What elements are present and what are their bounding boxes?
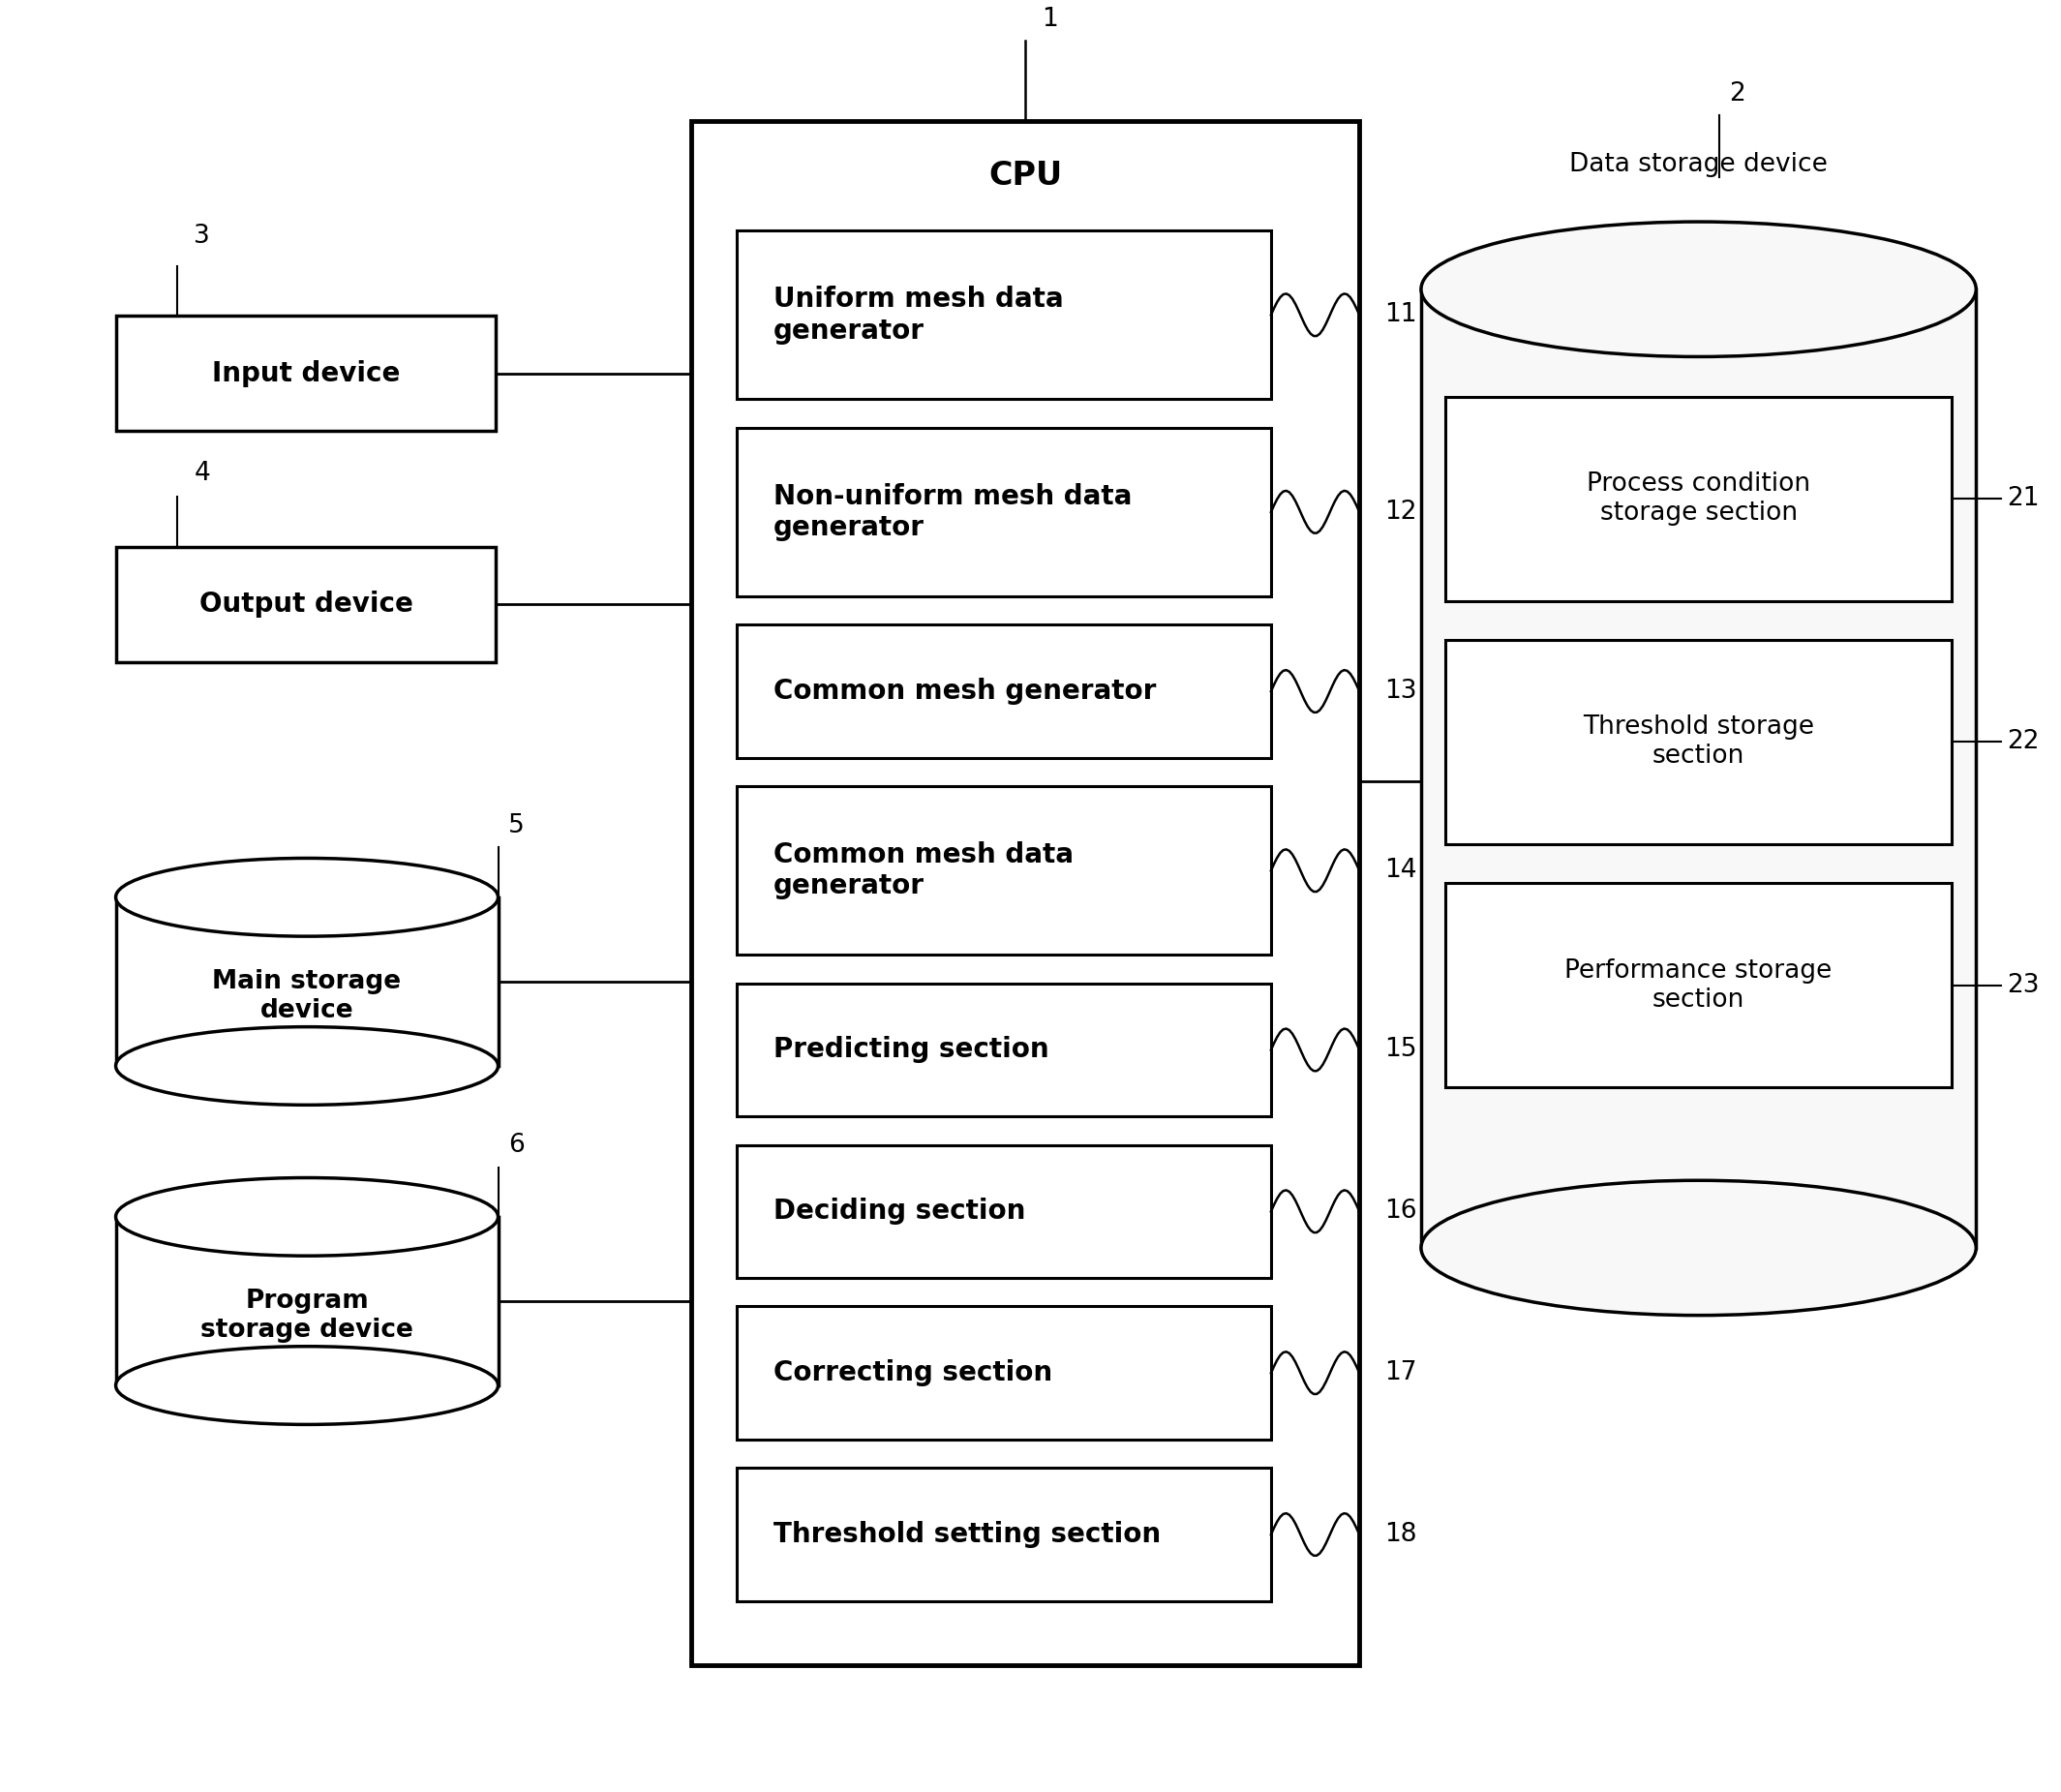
FancyBboxPatch shape <box>1445 396 1952 600</box>
FancyBboxPatch shape <box>115 1217 499 1385</box>
Text: Non-uniform mesh data
generator: Non-uniform mesh data generator <box>773 482 1131 541</box>
FancyBboxPatch shape <box>1445 640 1952 844</box>
Ellipse shape <box>115 1027 499 1106</box>
Text: Main storage
device: Main storage device <box>212 969 402 1023</box>
Ellipse shape <box>1422 1181 1976 1315</box>
Text: Common mesh generator: Common mesh generator <box>773 677 1156 704</box>
Text: CPU: CPU <box>989 159 1061 192</box>
FancyBboxPatch shape <box>690 120 1360 1665</box>
Text: 6: 6 <box>509 1133 526 1158</box>
Text: 2: 2 <box>1729 81 1746 106</box>
Text: Uniform mesh data
generator: Uniform mesh data generator <box>773 285 1063 344</box>
Text: 22: 22 <box>2007 729 2038 754</box>
FancyBboxPatch shape <box>1422 289 1976 1247</box>
Text: Correcting section: Correcting section <box>773 1360 1053 1387</box>
Text: Predicting section: Predicting section <box>773 1036 1049 1063</box>
Text: 11: 11 <box>1385 303 1416 328</box>
Text: 12: 12 <box>1385 500 1416 525</box>
FancyBboxPatch shape <box>736 787 1272 955</box>
Text: Input device: Input device <box>212 360 400 387</box>
Text: Output device: Output device <box>200 591 412 618</box>
Text: 1: 1 <box>1041 7 1057 32</box>
FancyBboxPatch shape <box>736 984 1272 1116</box>
Text: 5: 5 <box>509 814 526 839</box>
Text: Process condition
storage section: Process condition storage section <box>1587 471 1810 525</box>
FancyBboxPatch shape <box>115 547 497 661</box>
FancyBboxPatch shape <box>736 1306 1272 1439</box>
Text: 17: 17 <box>1385 1360 1416 1385</box>
FancyBboxPatch shape <box>736 1468 1272 1600</box>
Text: Threshold setting section: Threshold setting section <box>773 1521 1160 1548</box>
Text: 23: 23 <box>2007 973 2038 998</box>
Text: 13: 13 <box>1385 679 1416 704</box>
FancyBboxPatch shape <box>736 1145 1272 1278</box>
Text: Threshold storage
section: Threshold storage section <box>1583 715 1814 769</box>
Text: Deciding section: Deciding section <box>773 1197 1026 1226</box>
FancyBboxPatch shape <box>736 231 1272 400</box>
Text: 14: 14 <box>1385 858 1416 883</box>
Ellipse shape <box>115 1346 499 1425</box>
FancyBboxPatch shape <box>115 898 499 1066</box>
Text: 16: 16 <box>1385 1199 1416 1224</box>
Text: 15: 15 <box>1385 1038 1416 1063</box>
Ellipse shape <box>115 1177 499 1256</box>
Text: Data storage device: Data storage device <box>1568 152 1828 177</box>
Text: Program
storage device: Program storage device <box>200 1288 414 1342</box>
Text: 3: 3 <box>194 224 210 249</box>
Text: 18: 18 <box>1385 1521 1416 1546</box>
Ellipse shape <box>115 858 499 935</box>
FancyBboxPatch shape <box>736 625 1272 758</box>
FancyBboxPatch shape <box>736 428 1272 597</box>
Text: 21: 21 <box>2007 486 2038 511</box>
Text: 4: 4 <box>194 461 210 486</box>
Ellipse shape <box>1422 222 1976 357</box>
FancyBboxPatch shape <box>115 315 497 432</box>
FancyBboxPatch shape <box>1445 883 1952 1088</box>
Text: Common mesh data
generator: Common mesh data generator <box>773 842 1074 900</box>
Text: Performance storage
section: Performance storage section <box>1564 959 1832 1012</box>
